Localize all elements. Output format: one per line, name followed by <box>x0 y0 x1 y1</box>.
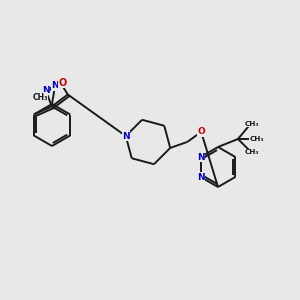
Text: N: N <box>197 152 205 161</box>
Text: CH₃: CH₃ <box>250 136 264 142</box>
Text: O: O <box>197 128 205 136</box>
Text: N: N <box>197 172 205 182</box>
Text: N: N <box>42 86 50 95</box>
Text: N: N <box>51 82 59 91</box>
Text: CH₃: CH₃ <box>245 149 259 155</box>
Text: O: O <box>59 77 67 88</box>
Text: CH₃: CH₃ <box>32 92 48 101</box>
Text: CH₃: CH₃ <box>245 121 259 127</box>
Text: N: N <box>122 131 130 140</box>
